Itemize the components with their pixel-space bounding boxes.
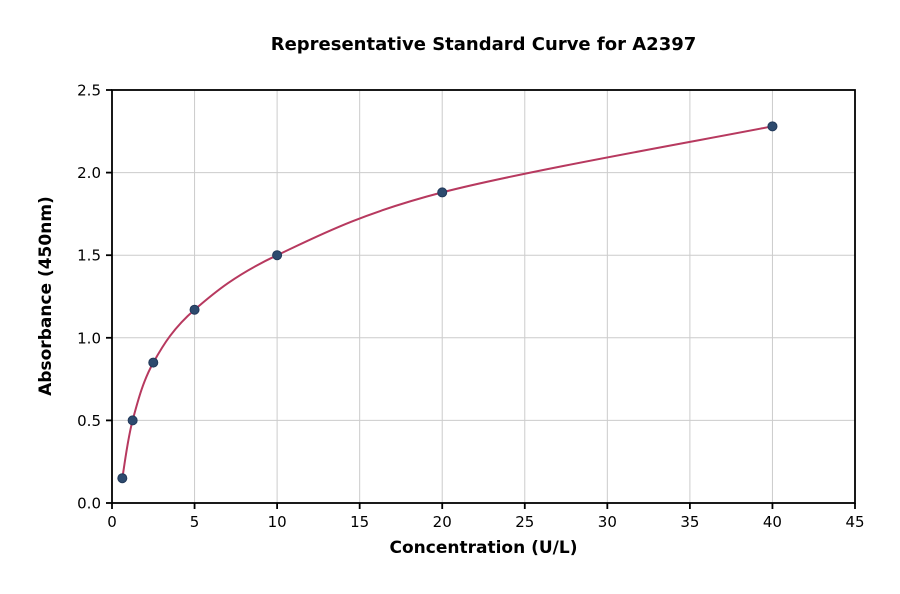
data-point [117, 473, 128, 484]
x-tick-label: 0 [107, 513, 117, 531]
y-tick-label: 2.0 [77, 164, 101, 182]
y-tick-label: 0.5 [77, 412, 101, 430]
x-tick-label: 45 [845, 513, 864, 531]
y-axis-label: Absorbance (450nm) [36, 196, 56, 396]
x-tick-label: 10 [268, 513, 287, 531]
y-tick-label: 2.5 [77, 82, 101, 100]
fit-curve [121, 125, 774, 480]
y-tick-label: 1.5 [77, 247, 101, 265]
x-tick-label: 15 [350, 513, 369, 531]
x-tick-label: 5 [190, 513, 200, 531]
chart-title: Representative Standard Curve for A2397 [270, 34, 697, 55]
data-point [148, 357, 159, 368]
data-point [127, 415, 138, 426]
x-tick-label: 25 [515, 513, 534, 531]
data-point [437, 187, 448, 198]
x-tick-label: 20 [433, 513, 452, 531]
x-tick-label: 35 [680, 513, 699, 531]
data-point [189, 304, 200, 315]
plot-box [111, 89, 856, 504]
x-axis-label: Concentration (U/L) [389, 538, 578, 558]
x-tick-label: 30 [598, 513, 617, 531]
x-tick-label: 40 [763, 513, 782, 531]
data-point [272, 250, 283, 261]
data-point [767, 121, 778, 132]
y-tick-label: 0.0 [77, 495, 101, 513]
y-tick-label: 1.0 [77, 329, 101, 347]
